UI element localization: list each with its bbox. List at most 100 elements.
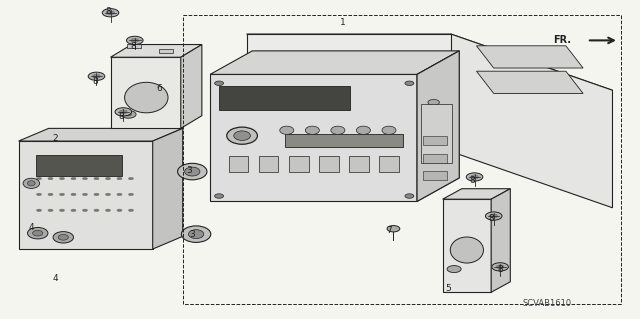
Ellipse shape — [490, 214, 497, 218]
Polygon shape — [491, 189, 510, 292]
Polygon shape — [153, 128, 182, 249]
Polygon shape — [443, 189, 510, 199]
Ellipse shape — [94, 177, 99, 180]
Ellipse shape — [48, 177, 53, 180]
Bar — [285, 134, 403, 147]
Ellipse shape — [492, 263, 508, 271]
Ellipse shape — [496, 265, 504, 269]
Ellipse shape — [48, 193, 53, 196]
Ellipse shape — [36, 209, 42, 211]
Ellipse shape — [181, 226, 211, 242]
Ellipse shape — [428, 147, 440, 153]
Ellipse shape — [117, 209, 122, 211]
Ellipse shape — [58, 234, 68, 240]
Bar — [289, 156, 308, 172]
Ellipse shape — [117, 193, 122, 196]
Ellipse shape — [117, 177, 122, 180]
Ellipse shape — [107, 11, 115, 15]
Ellipse shape — [94, 209, 99, 211]
Ellipse shape — [94, 193, 99, 196]
Ellipse shape — [467, 173, 483, 181]
Ellipse shape — [71, 209, 76, 211]
Polygon shape — [180, 45, 202, 128]
Bar — [285, 62, 384, 83]
Text: 8: 8 — [469, 176, 475, 185]
Ellipse shape — [188, 230, 204, 239]
Text: 4: 4 — [52, 274, 58, 283]
Ellipse shape — [120, 110, 127, 114]
Bar — [259, 156, 278, 172]
Bar — [36, 155, 122, 176]
Polygon shape — [19, 128, 182, 141]
Ellipse shape — [83, 193, 88, 196]
Ellipse shape — [129, 177, 134, 180]
Ellipse shape — [28, 227, 48, 239]
Bar — [319, 156, 339, 172]
Ellipse shape — [60, 193, 65, 196]
Ellipse shape — [71, 177, 76, 180]
Bar — [349, 156, 369, 172]
Ellipse shape — [131, 39, 139, 42]
Ellipse shape — [106, 209, 111, 211]
Ellipse shape — [23, 178, 40, 189]
Ellipse shape — [382, 126, 396, 134]
Text: 8: 8 — [105, 7, 111, 16]
Bar — [423, 154, 447, 163]
Ellipse shape — [125, 82, 168, 113]
Bar — [229, 156, 248, 172]
Ellipse shape — [447, 266, 461, 272]
Polygon shape — [417, 51, 460, 201]
Text: 3: 3 — [189, 230, 195, 239]
Ellipse shape — [405, 81, 414, 85]
Polygon shape — [476, 46, 583, 68]
Ellipse shape — [102, 9, 119, 17]
Bar — [127, 44, 141, 48]
Ellipse shape — [36, 177, 42, 180]
Ellipse shape — [53, 232, 74, 243]
Ellipse shape — [331, 126, 345, 134]
Bar — [423, 136, 447, 145]
Text: 8: 8 — [131, 42, 136, 51]
Polygon shape — [111, 45, 202, 57]
Text: 6: 6 — [156, 84, 162, 93]
Ellipse shape — [127, 36, 143, 45]
Text: 8: 8 — [118, 112, 124, 121]
Polygon shape — [210, 51, 460, 74]
Ellipse shape — [48, 209, 53, 211]
Ellipse shape — [214, 194, 223, 198]
Ellipse shape — [28, 181, 35, 186]
Ellipse shape — [470, 175, 478, 179]
Bar — [423, 171, 447, 180]
Ellipse shape — [121, 111, 136, 118]
Polygon shape — [210, 74, 417, 201]
Ellipse shape — [280, 126, 294, 134]
Ellipse shape — [88, 72, 105, 80]
Bar — [159, 49, 173, 53]
Ellipse shape — [177, 163, 207, 180]
Ellipse shape — [129, 209, 134, 211]
Text: 8: 8 — [488, 214, 494, 223]
Polygon shape — [246, 34, 451, 152]
Text: 4: 4 — [29, 223, 34, 232]
Text: 3: 3 — [186, 166, 192, 175]
Polygon shape — [417, 51, 460, 201]
Ellipse shape — [387, 226, 400, 232]
Bar — [219, 86, 350, 110]
Polygon shape — [19, 141, 153, 249]
Ellipse shape — [227, 127, 257, 144]
Ellipse shape — [106, 177, 111, 180]
Ellipse shape — [405, 194, 414, 198]
Ellipse shape — [36, 193, 42, 196]
Ellipse shape — [33, 230, 43, 236]
Ellipse shape — [60, 177, 65, 180]
Text: 2: 2 — [52, 134, 58, 143]
Ellipse shape — [129, 193, 134, 196]
Ellipse shape — [184, 167, 200, 176]
Ellipse shape — [305, 126, 319, 134]
Bar — [421, 104, 452, 163]
Ellipse shape — [451, 237, 483, 263]
Text: 8: 8 — [497, 264, 503, 274]
Text: 8: 8 — [92, 77, 98, 86]
Polygon shape — [476, 71, 583, 93]
Text: 7: 7 — [386, 226, 392, 235]
